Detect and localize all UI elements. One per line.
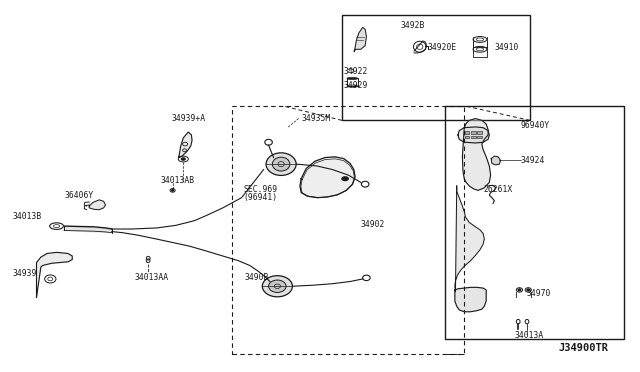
Text: 34922: 34922 bbox=[344, 67, 368, 76]
Text: 34902: 34902 bbox=[361, 220, 385, 229]
Text: 3490B: 3490B bbox=[244, 273, 269, 282]
Text: 26261X: 26261X bbox=[483, 185, 513, 194]
Text: 34939: 34939 bbox=[13, 269, 37, 278]
Text: 34935M: 34935M bbox=[301, 114, 330, 123]
Circle shape bbox=[181, 158, 185, 160]
Text: SEC.969: SEC.969 bbox=[243, 185, 278, 194]
Ellipse shape bbox=[172, 190, 173, 191]
Polygon shape bbox=[89, 200, 106, 210]
Polygon shape bbox=[455, 287, 486, 312]
Polygon shape bbox=[462, 119, 491, 190]
Text: 34013AA: 34013AA bbox=[135, 273, 169, 282]
Text: 36406Y: 36406Y bbox=[64, 190, 93, 200]
Text: 34929: 34929 bbox=[344, 81, 368, 90]
Text: 3492B: 3492B bbox=[400, 21, 425, 30]
Ellipse shape bbox=[527, 289, 529, 291]
Bar bbox=[445, 106, 624, 339]
Ellipse shape bbox=[262, 276, 292, 297]
Bar bbox=[342, 15, 530, 121]
Text: J34900TR: J34900TR bbox=[559, 343, 609, 353]
Text: 34013A: 34013A bbox=[515, 331, 544, 340]
Text: 96940Y: 96940Y bbox=[521, 121, 550, 130]
Polygon shape bbox=[64, 226, 112, 232]
Bar bbox=[477, 136, 482, 138]
Polygon shape bbox=[179, 132, 192, 158]
Bar bbox=[232, 106, 464, 354]
Bar bbox=[477, 131, 482, 134]
Polygon shape bbox=[36, 252, 72, 297]
Text: 34920E: 34920E bbox=[428, 43, 457, 52]
Polygon shape bbox=[354, 28, 367, 51]
Bar bbox=[471, 131, 476, 134]
Text: 34013AB: 34013AB bbox=[160, 176, 194, 185]
Ellipse shape bbox=[266, 153, 296, 176]
Ellipse shape bbox=[518, 289, 521, 291]
Bar bbox=[471, 136, 476, 138]
Bar bbox=[465, 131, 469, 134]
Text: 34970: 34970 bbox=[527, 289, 551, 298]
Polygon shape bbox=[492, 156, 500, 165]
Polygon shape bbox=[455, 186, 484, 292]
Ellipse shape bbox=[269, 280, 286, 292]
Ellipse shape bbox=[273, 157, 290, 171]
Text: 34013B: 34013B bbox=[13, 212, 42, 221]
Polygon shape bbox=[300, 157, 355, 198]
Bar bbox=[465, 136, 469, 138]
Text: 34910: 34910 bbox=[494, 43, 519, 52]
Text: 34939+A: 34939+A bbox=[172, 114, 205, 123]
Polygon shape bbox=[458, 127, 490, 143]
Text: (96941): (96941) bbox=[243, 193, 278, 202]
Circle shape bbox=[342, 177, 348, 180]
Text: 34924: 34924 bbox=[521, 156, 545, 165]
